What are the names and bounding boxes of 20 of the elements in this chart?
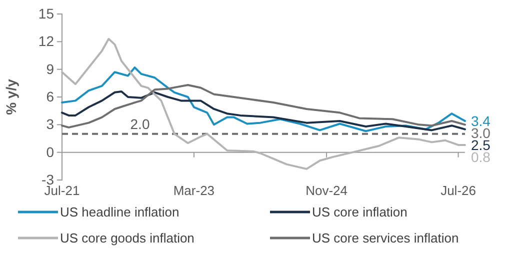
legend-label: US core goods inflation (60, 230, 194, 246)
data-label: 2.5 (471, 136, 491, 153)
y-tick-label: 12 (38, 33, 54, 50)
y-tick-label: 0 (46, 144, 54, 160)
y-axis-title: % y/y (3, 78, 19, 115)
y-tick-label: 6 (46, 88, 54, 104)
legend-label: US core services inflation (312, 230, 459, 246)
x-tick-label: Jul-26 (440, 183, 476, 198)
y-tick-label: 15 (38, 5, 54, 22)
line-series (61, 90, 466, 132)
ref-line-label: 2.0 (130, 116, 150, 132)
data-label: 3.4 (471, 112, 491, 129)
x-tick-label: Nov-24 (306, 183, 348, 198)
line-series (61, 84, 466, 128)
y-tick-label: 9 (46, 60, 54, 77)
legend-label: US headline inflation (60, 204, 180, 220)
x-tick-label: Mar-23 (173, 183, 215, 198)
line-series (61, 66, 466, 132)
y-tick-label: 3 (46, 116, 54, 132)
legend-label: US core inflation (312, 204, 408, 220)
